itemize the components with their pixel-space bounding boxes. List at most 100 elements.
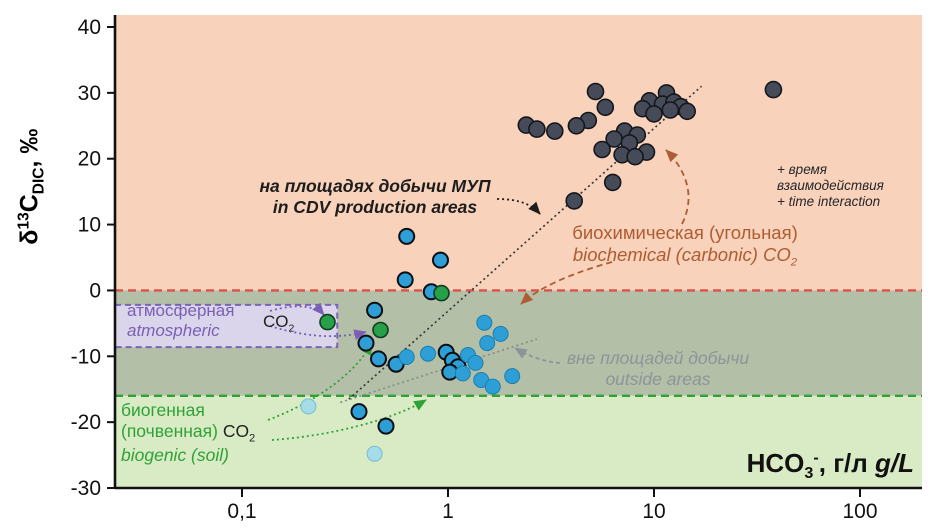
outside-areas-label: вне площадей добычи outside areas <box>558 348 758 389</box>
data-point <box>398 349 415 365</box>
data-point <box>377 417 395 435</box>
time-interaction-label: + время взаимодействия + time interactio… <box>777 162 927 210</box>
data-point <box>603 173 622 192</box>
biochemical-co2-label-en: biochemical (carbonic) CO2 <box>535 244 835 270</box>
outside-areas-ru: вне площадей добычи <box>566 348 750 368</box>
biochemical-co2-label-ru: биохимическая (угольная) <box>572 222 798 243</box>
data-point <box>528 120 546 138</box>
production-areas-label-ru: на площадях добычи МУП <box>259 176 491 196</box>
y-tick-label: 10 <box>78 214 101 237</box>
x-tick-label: 1 <box>442 500 454 523</box>
data-point <box>661 101 680 119</box>
x-title-units-en: g/L <box>875 448 914 478</box>
biogenic-label-ru-2: (почвенная) CO2 <box>121 421 281 445</box>
data-point <box>432 251 449 269</box>
production-areas-trend <box>348 85 703 400</box>
biochemical-en-text: biochemical (carbonic) <box>572 243 764 265</box>
co2-formula: CO2 <box>763 243 797 269</box>
time-interaction-ru: + время взаимодействия <box>777 162 884 193</box>
atmospheric-label-en: atmospheric <box>127 321 220 341</box>
data-point <box>357 334 375 352</box>
x-title-superscript: - <box>813 448 819 467</box>
x-title-base: HCO <box>746 448 805 478</box>
atmospheric-label-ru: атмосферная <box>127 301 235 320</box>
data-point <box>433 284 450 302</box>
x-axis-title: HCO3-, г/л g/L <box>747 448 914 483</box>
data-point <box>645 105 663 123</box>
data-point <box>366 445 383 462</box>
data-point <box>467 354 484 371</box>
data-point <box>350 403 368 421</box>
annotation-arrow <box>269 302 325 316</box>
annotation-arrow <box>269 325 367 340</box>
atmospheric-co2-label: атмосферная atmospheric <box>127 301 267 341</box>
data-point <box>420 345 436 362</box>
data-point <box>596 98 615 117</box>
data-point <box>396 271 414 289</box>
y-tick-label: 40 <box>78 16 101 39</box>
y-title-delta: δ <box>15 229 44 245</box>
x-title-subscript: 3 <box>804 464 814 483</box>
co2-sub: 2 <box>249 432 256 445</box>
y-tick-label: -20 <box>71 411 101 434</box>
annotation-arrow <box>514 347 561 364</box>
co2-sub: 2 <box>790 256 798 269</box>
annotation-arrow <box>271 399 427 441</box>
y-tick-label: 30 <box>78 82 101 105</box>
data-point <box>366 301 384 319</box>
data-point <box>300 398 317 415</box>
x-tick-label: 10 <box>642 500 665 523</box>
data-point <box>476 314 493 331</box>
x-tick-label: 100 <box>842 500 877 523</box>
annotation-arrow <box>496 198 541 215</box>
data-point <box>370 350 387 368</box>
time-interaction-en: + time interaction <box>777 193 881 209</box>
biogenic-label-ru-1: биогенная <box>121 400 205 420</box>
data-point <box>626 147 644 166</box>
data-point <box>545 122 564 140</box>
data-point <box>565 192 584 210</box>
biochemical-carbonic-zone <box>115 15 922 291</box>
data-point <box>372 321 389 339</box>
data-point <box>586 82 605 101</box>
y-tick-label: -30 <box>71 477 101 500</box>
y-axis-title: δ13CDIC, ‰ <box>15 37 48 337</box>
y-title-units: , ‰ <box>15 128 44 168</box>
y-title-base: C <box>15 194 44 213</box>
co2-base: CO <box>263 312 289 331</box>
biogenic-zone <box>115 395 922 488</box>
annotation-arrow <box>267 342 373 421</box>
data-point <box>567 117 586 135</box>
data-point <box>319 313 336 331</box>
outside-areas-en: outside areas <box>605 368 711 389</box>
co2-sub: 2 <box>288 322 295 335</box>
co2-formula: CO2 <box>222 420 256 445</box>
annotation-arrow <box>520 261 613 305</box>
data-point <box>484 378 501 395</box>
x-tick-label: 0,1 <box>227 500 256 523</box>
biochemical-co2-label: биохимическая (угольная) biochemical (ca… <box>535 222 835 270</box>
biogenic-soil-text: (почвенная) <box>121 420 223 441</box>
data-point <box>454 365 471 382</box>
co2-base: CO <box>222 420 250 441</box>
atmospheric-co2-formula: CO2 <box>263 312 294 335</box>
y-tick-label: 0 <box>89 279 101 302</box>
co2-base: CO <box>763 243 791 265</box>
y-title-subscript: DIC <box>30 167 48 195</box>
data-point <box>764 80 783 99</box>
atmospheric-co2-range-box <box>114 303 339 349</box>
production-areas-label-en: in CDV production areas <box>272 196 478 217</box>
data-point <box>593 140 611 159</box>
biogenic-co2-label: биогенная (почвенная) CO2 biogenic (soil… <box>121 400 281 466</box>
y-tick-label: 20 <box>78 148 101 171</box>
data-point <box>398 227 416 245</box>
x-title-units-ru: , г/л <box>818 448 875 478</box>
biogenic-label-en: biogenic (soil) <box>121 444 229 465</box>
annotation-arrow <box>665 149 690 225</box>
y-tick-label: -10 <box>71 345 101 368</box>
data-point <box>504 368 521 385</box>
data-point <box>678 102 697 121</box>
data-point <box>492 325 509 342</box>
